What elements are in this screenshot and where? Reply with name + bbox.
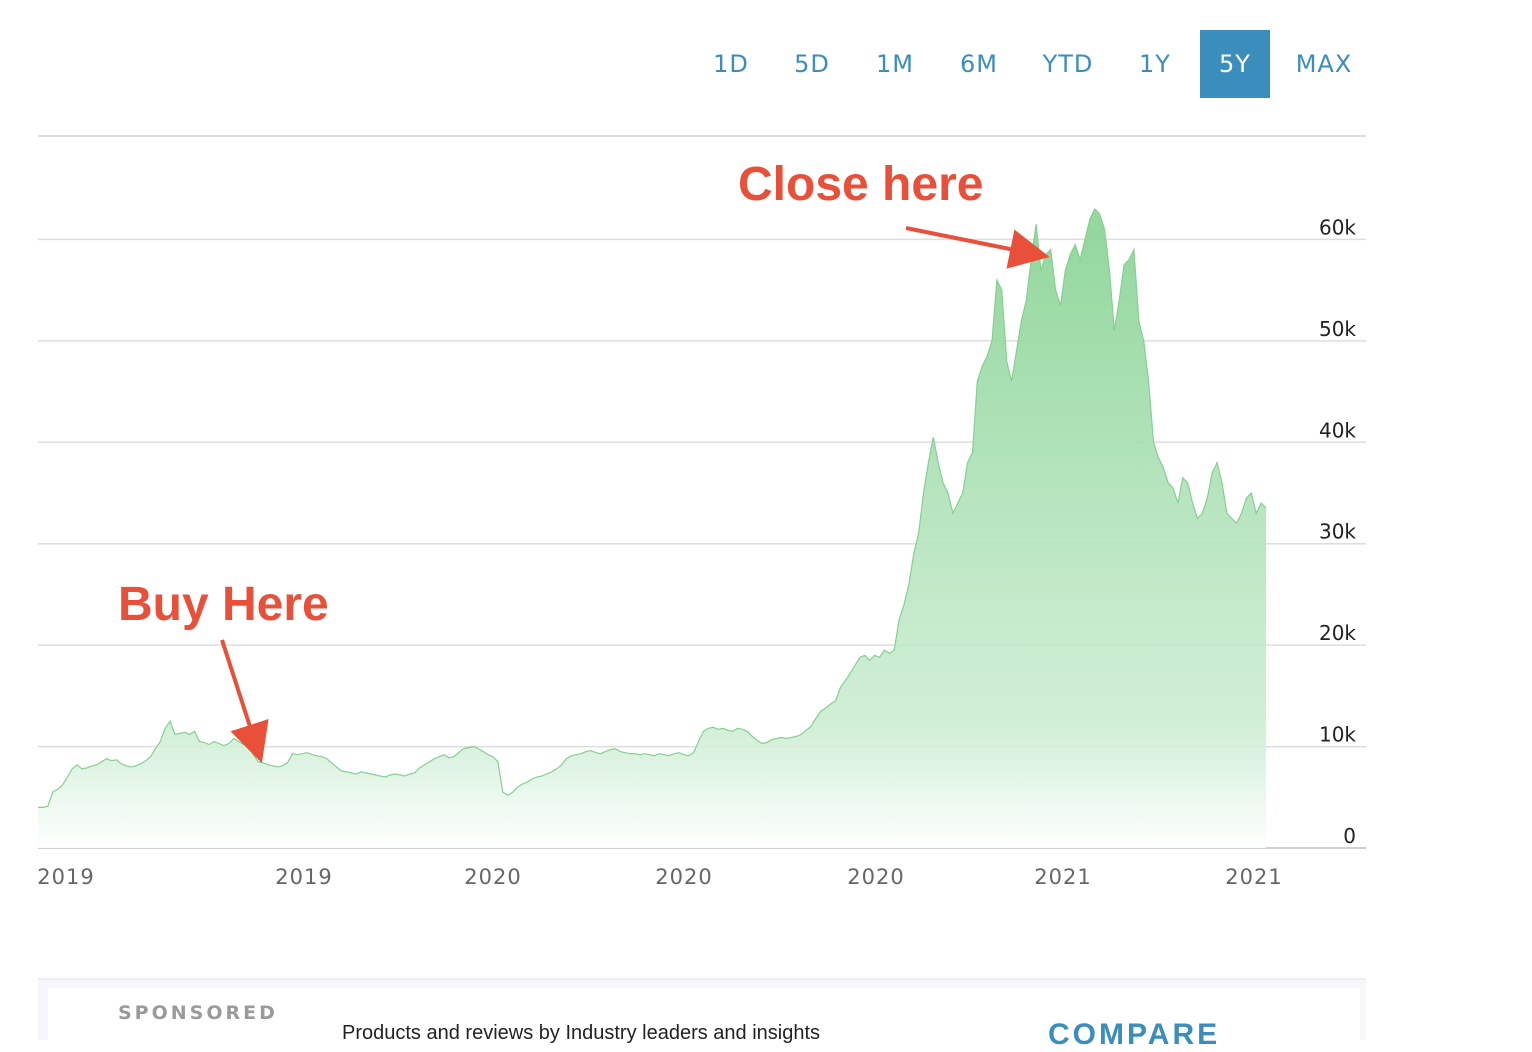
y-tick-label: 20k [1319, 621, 1356, 645]
y-tick-label: 50k [1319, 317, 1356, 341]
range-max-button[interactable]: MAX [1295, 50, 1353, 78]
price-area-chart: 0 10k 20k 30k 40k 50k 60k 2019 2019 2020 2020 2020… [37, 135, 1366, 889]
range-5y-button[interactable]: 5Y [1200, 30, 1270, 98]
x-tick-label: 2021 [1034, 865, 1091, 889]
sponsored-banner[interactable]: SPONSORED Products and reviews by Indust… [38, 978, 1366, 1051]
buy-here-annotation-arrow [220, 639, 269, 764]
range-5d-button[interactable]: 5D [794, 50, 830, 78]
y-tick-label: 60k [1319, 215, 1356, 239]
range-6m-button[interactable]: 6M [960, 50, 998, 78]
x-tick-label: 2020 [464, 865, 521, 889]
y-tick-label: 30k [1319, 520, 1356, 544]
x-tick-label: 2020 [847, 865, 904, 889]
range-1m-button[interactable]: 1M [876, 50, 914, 78]
time-range-selector: 1D 5D 1M 6M YTD 1Y 5Y MAX [696, 30, 1378, 98]
x-tick-label: 2019 [275, 865, 332, 889]
sponsored-label: SPONSORED [118, 1002, 278, 1024]
y-tick-label: 0 [1343, 824, 1356, 848]
close-here-annotation-text: Close here [738, 158, 983, 211]
range-1d-button[interactable]: 1D [713, 50, 749, 78]
x-tick-label: 2019 [37, 865, 94, 889]
sponsored-card: SPONSORED Products and reviews by Indust… [48, 988, 1360, 1051]
buy-here-annotation-text: Buy Here [118, 578, 329, 631]
y-tick-label: 40k [1319, 418, 1356, 442]
close-here-annotation-arrow [905, 226, 1050, 269]
compare-button[interactable]: COMPARE [1048, 1018, 1221, 1051]
y-tick-label: 10k [1319, 723, 1356, 747]
sponsored-text: Products and reviews by Industry leaders… [342, 1022, 821, 1044]
x-tick-label: 2021 [1225, 865, 1282, 889]
x-tick-label: 2020 [655, 865, 712, 889]
range-1y-button[interactable]: 1Y [1139, 50, 1171, 78]
price-area-series [38, 209, 1266, 848]
range-ytd-button[interactable]: YTD [1042, 50, 1094, 78]
